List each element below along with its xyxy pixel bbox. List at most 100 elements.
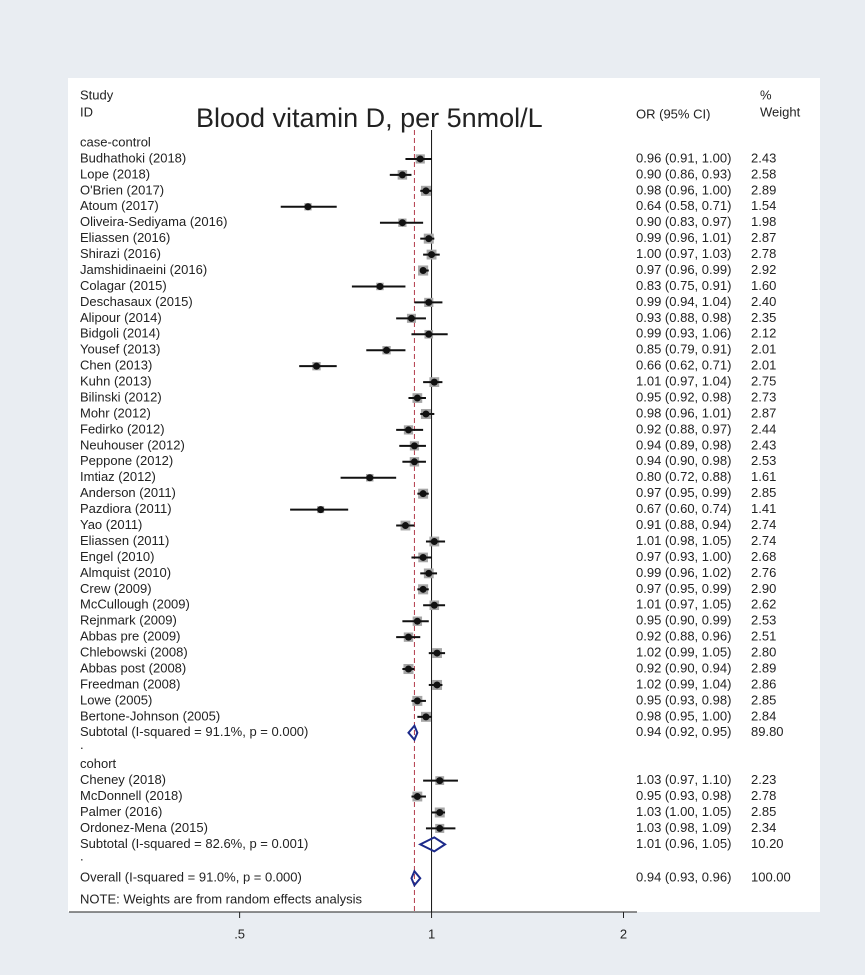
ci-label: 0.96 (0.91, 1.00) (636, 150, 731, 165)
weight-label: 2.76 (751, 565, 776, 580)
row-label: McDonnell (2018) (80, 788, 183, 803)
row-label: Bertone-Johnson (2005) (80, 708, 220, 723)
point-estimate (404, 665, 412, 673)
weight-label: 2.34 (751, 820, 776, 835)
weight-label: 2.01 (751, 342, 776, 357)
point-estimate (422, 410, 430, 418)
row-label: Palmer (2016) (80, 804, 162, 819)
id-header: ID (80, 104, 93, 119)
ci-label: 0.97 (0.93, 1.00) (636, 549, 731, 564)
row-label: Colagar (2015) (80, 278, 167, 293)
weight-label: 2.74 (751, 517, 776, 532)
row-label: Bilinski (2012) (80, 389, 162, 404)
point-estimate (436, 808, 444, 816)
point-estimate (430, 601, 438, 609)
weight-label: 2.74 (751, 533, 776, 548)
point-estimate (407, 314, 415, 322)
point-estimate (419, 585, 427, 593)
row-label: Atoum (2017) (80, 198, 159, 213)
row-label: Subtotal (I-squared = 91.1%, p = 0.000) (80, 724, 308, 739)
ci-label: 0.90 (0.83, 0.97) (636, 214, 731, 229)
weight-label: 100.00 (751, 870, 791, 885)
weight-label: 2.40 (751, 294, 776, 309)
ci-label: 0.66 (0.62, 0.71) (636, 358, 731, 373)
ci-label: 0.83 (0.75, 0.91) (636, 278, 731, 293)
weight-label: 1.54 (751, 198, 776, 213)
row-label: Eliassen (2016) (80, 230, 170, 245)
point-estimate (413, 793, 421, 801)
point-estimate (398, 171, 406, 179)
row-label: Rejnmark (2009) (80, 613, 177, 628)
weight-label: 2.85 (751, 485, 776, 500)
row-label: Deschasaux (2015) (80, 294, 193, 309)
row-label: Lowe (2005) (80, 692, 152, 707)
weight-label: 2.86 (751, 676, 776, 691)
weight-label: 2.23 (751, 772, 776, 787)
point-estimate (419, 490, 427, 498)
ci-label: 0.97 (0.95, 0.99) (636, 485, 731, 500)
ci-label: 0.94 (0.92, 0.95) (636, 724, 731, 739)
row-label: O'Brien (2017) (80, 182, 164, 197)
weight-label: 2.90 (751, 581, 776, 596)
weight-label: 2.12 (751, 326, 776, 341)
point-estimate (430, 538, 438, 545)
ci-label: 1.01 (0.97, 1.05) (636, 597, 731, 612)
weight-label: 2.53 (751, 453, 776, 468)
weight-label: 2.01 (751, 358, 776, 373)
spacer-label: . (80, 849, 84, 864)
weight-label: 89.80 (751, 724, 784, 739)
ci-label: 0.95 (0.93, 0.98) (636, 788, 731, 803)
point-estimate (430, 378, 438, 386)
x-tick-label: .5 (234, 926, 245, 941)
row-label: Eliassen (2011) (80, 533, 169, 548)
row-label: Engel (2010) (80, 549, 154, 564)
row-label: Ordonez-Mena (2015) (80, 820, 208, 835)
ci-label: 1.01 (0.98, 1.05) (636, 533, 731, 548)
ci-label: 0.94 (0.89, 0.98) (636, 437, 731, 452)
row-label: Almquist (2010) (80, 565, 171, 580)
ci-label: 1.03 (1.00, 1.05) (636, 804, 731, 819)
point-estimate (401, 522, 409, 530)
ci-label: 0.95 (0.90, 0.99) (636, 613, 731, 628)
point-estimate (312, 362, 320, 370)
ci-label: 0.99 (0.93, 1.06) (636, 326, 731, 341)
ci-label: 0.99 (0.96, 1.02) (636, 565, 731, 580)
ci-label: 0.90 (0.86, 0.93) (636, 166, 731, 181)
weight-label: 2.62 (751, 597, 776, 612)
ci-label: 0.67 (0.60, 0.74) (636, 501, 731, 516)
point-estimate (410, 458, 418, 466)
ci-label: 0.92 (0.88, 0.96) (636, 629, 731, 644)
weight-label: 2.84 (751, 708, 776, 723)
pooled-diamond (407, 723, 419, 742)
weight-label: 2.85 (751, 804, 776, 819)
row-label: Chen (2013) (80, 358, 152, 373)
row-label: Alipour (2014) (80, 310, 162, 325)
point-estimate (419, 267, 427, 275)
point-estimate (425, 235, 433, 243)
row-label: Fedirko (2012) (80, 421, 165, 436)
row-label: Anderson (2011) (80, 485, 176, 500)
weight-label: 2.43 (751, 150, 776, 165)
weight-label: 1.61 (751, 469, 776, 484)
weight-label: 2.87 (751, 230, 776, 245)
plot-panel (68, 78, 820, 912)
x-tick-label: 2 (620, 926, 627, 941)
weight-label: 2.78 (751, 788, 776, 803)
point-estimate (410, 442, 418, 450)
weight-label: 2.73 (751, 389, 776, 404)
point-estimate (416, 155, 424, 163)
weight-header: % (760, 87, 772, 102)
study-header: Study (80, 87, 114, 102)
weight-label: 2.44 (751, 421, 776, 436)
weight-label: 1.41 (751, 501, 776, 516)
point-estimate (376, 282, 384, 290)
point-estimate (422, 187, 430, 195)
row-label: Yousef (2013) (80, 342, 160, 357)
row-label: Subtotal (I-squared = 82.6%, p = 0.001) (80, 836, 308, 851)
row-label: Pazdiora (2011) (80, 501, 172, 516)
row-label: Peppone (2012) (80, 453, 173, 468)
point-estimate (413, 697, 421, 705)
point-estimate (428, 251, 436, 259)
ci-label: 1.02 (0.99, 1.05) (636, 645, 731, 660)
